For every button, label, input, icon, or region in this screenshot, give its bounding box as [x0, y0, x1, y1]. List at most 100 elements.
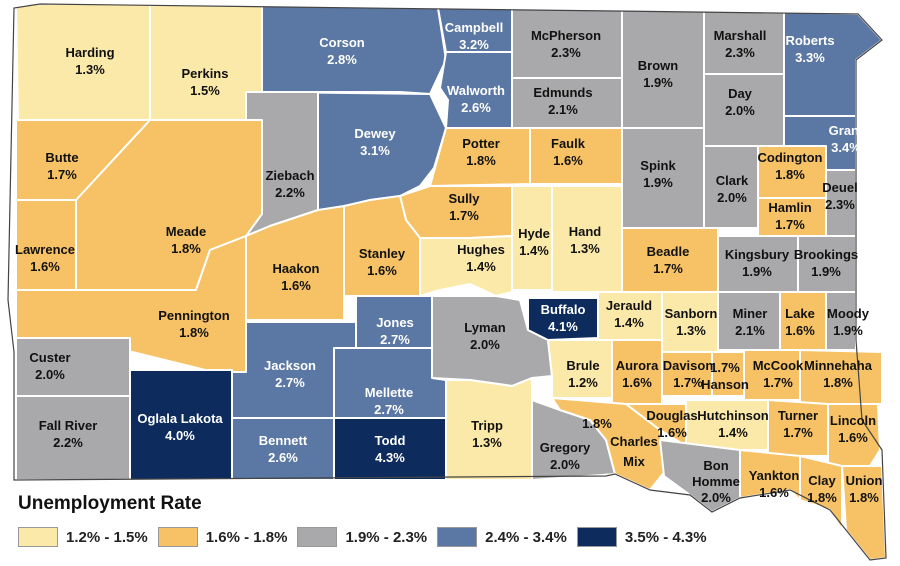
- county-label-turner-name: Turner: [778, 408, 818, 423]
- county-label-mcpherson-name: McPherson: [531, 28, 601, 43]
- county-label-faulk-rate: 1.6%: [553, 153, 583, 168]
- county-label-turner-rate: 1.7%: [783, 425, 813, 440]
- county-label-mellette-rate: 2.7%: [374, 402, 404, 417]
- county-hand: [551, 185, 623, 293]
- county-label-meade-rate: 1.8%: [171, 241, 201, 256]
- legend-label: 2.4% - 3.4%: [485, 528, 567, 546]
- county-label-day-name: Day: [728, 86, 753, 101]
- county-label-oglala-lakota-rate: 4.0%: [165, 428, 195, 443]
- county-label-ziebach-rate: 2.2%: [275, 185, 305, 200]
- county-label-jerauld-rate: 1.4%: [614, 315, 644, 330]
- county-label-lincoln-rate: 1.6%: [838, 430, 868, 445]
- county-minnehaha: [799, 349, 883, 405]
- county-label-edmunds-rate: 2.1%: [548, 102, 578, 117]
- county-label-buffalo-rate: 4.1%: [548, 319, 578, 334]
- county-label-lawrence-name: Lawrence: [15, 242, 75, 257]
- county-label-spink-name: Spink: [640, 158, 676, 173]
- county-label-pennington-name: Pennington: [158, 308, 230, 323]
- county-label-hanson-name: Hanson: [701, 377, 749, 392]
- county-label-minnehaha-rate: 1.8%: [823, 375, 853, 390]
- county-label-gregory-name: Gregory: [540, 440, 591, 455]
- county-label-dewey-name: Dewey: [354, 126, 396, 141]
- county-label-mcpherson-rate: 2.3%: [551, 45, 581, 60]
- county-label-harding-name: Harding: [65, 45, 114, 60]
- county-label-douglas-rate: 1.6%: [657, 425, 687, 440]
- county-label-deuel-rate: 2.3%: [825, 197, 855, 212]
- county-label-sully-rate: 1.7%: [449, 208, 479, 223]
- county-lincoln: [827, 403, 881, 467]
- county-label-walworth-rate: 2.6%: [461, 100, 491, 115]
- county-todd: [333, 417, 447, 481]
- county-label-spink-rate: 1.9%: [643, 175, 673, 190]
- county-label-codington-rate: 1.8%: [775, 167, 805, 182]
- legend-swatch: [437, 527, 478, 547]
- county-label-beadle-name: Beadle: [647, 244, 690, 259]
- county-label-charles-mix-name-1: Charles: [610, 434, 658, 449]
- county-label-mccook-name: McCook: [753, 358, 804, 373]
- county-label-meade-name: Meade: [166, 224, 206, 239]
- county-label-aurora-rate: 1.6%: [622, 375, 652, 390]
- county-label-hutchinson-name: Hutchinson: [697, 408, 769, 423]
- county-label-lake-rate: 1.6%: [785, 323, 815, 338]
- legend-label: 1.6% - 1.8%: [205, 528, 288, 546]
- county-label-douglas-name: Douglas: [646, 408, 697, 423]
- county-label-grant-rate: 3.4%: [831, 140, 861, 155]
- county-label-union-name: Union: [846, 473, 883, 488]
- county-label-todd-name: Todd: [375, 433, 406, 448]
- county-label-butte-name: Butte: [45, 150, 78, 165]
- county-label-tripp-name: Tripp: [471, 418, 503, 433]
- state-outline: [7, 3, 887, 561]
- county-label-perkins-rate: 1.5%: [190, 83, 220, 98]
- county-label-charles-mix-rate: 1.8%: [582, 416, 612, 431]
- county-label-hanson-rate: 1.7%: [710, 360, 740, 375]
- legend-label: 1.9% - 2.3%: [345, 528, 428, 546]
- county-label-lawrence-rate: 1.6%: [30, 259, 60, 274]
- county-label-hand-rate: 1.3%: [570, 241, 600, 256]
- county-label-clark-name: Clark: [716, 173, 749, 188]
- county-label-walworth-name: Walworth: [447, 83, 505, 98]
- county-label-union-rate: 1.8%: [849, 490, 879, 505]
- county-label-jones-name: Jones: [376, 315, 414, 330]
- county-label-campbell-name: Campbell: [445, 20, 504, 35]
- county-label-mccook-rate: 1.7%: [763, 375, 793, 390]
- county-bennett: [231, 417, 335, 481]
- legend-swatch: [18, 527, 58, 547]
- county-label-tripp-rate: 1.3%: [472, 435, 502, 450]
- county-yankton: [739, 449, 801, 501]
- county-label-fall-river-rate: 2.2%: [53, 435, 83, 450]
- legend-item: 1.9% - 2.3%: [297, 527, 427, 547]
- county-tripp: [445, 377, 533, 481]
- county-label-hughes-rate: 1.4%: [466, 259, 496, 274]
- county-label-campbell-rate: 3.2%: [459, 37, 489, 52]
- county-label-custer-rate: 2.0%: [35, 367, 65, 382]
- county-label-corson-name: Corson: [319, 35, 365, 50]
- county-label-pennington-rate: 1.8%: [179, 325, 209, 340]
- legend-item: 2.4% - 3.4%: [437, 527, 567, 547]
- legend-swatch: [297, 527, 338, 547]
- county-miner: [717, 291, 781, 351]
- county-label-stanley-rate: 1.6%: [367, 263, 397, 278]
- county-label-hamlin-rate: 1.7%: [775, 217, 805, 232]
- county-label-minnehaha-name: Minnehaha: [804, 358, 873, 373]
- county-label-brookings-name: Brookings: [794, 247, 858, 262]
- county-moody: [825, 291, 857, 351]
- legend-items: 1.2% - 1.5% 1.6% - 1.8% 1.9% - 2.3% 2.4% - …: [18, 527, 707, 547]
- county-label-jerauld-name: Jerauld: [606, 298, 652, 313]
- county-label-yankton-rate: 1.6%: [759, 485, 789, 500]
- legend-item: 1.2% - 1.5%: [18, 527, 148, 547]
- county-label-fall-river-name: Fall River: [39, 418, 98, 433]
- county-label-moody-name: Moody: [827, 306, 870, 321]
- county-label-charles-mix-name-2: Mix: [623, 454, 645, 469]
- county-label-hyde-name: Hyde: [518, 226, 550, 241]
- county-label-haakon-name: Haakon: [273, 261, 320, 276]
- county-label-jackson-rate: 2.7%: [275, 375, 305, 390]
- legend-swatch: [576, 527, 617, 547]
- county-label-jackson-name: Jackson: [264, 358, 316, 373]
- county-label-roberts-name: Roberts: [785, 33, 834, 48]
- county-lake: [779, 291, 827, 351]
- legend-item: 3.5% - 4.3%: [576, 527, 707, 547]
- county-label-hughes-name: Hughes: [457, 242, 505, 257]
- county-label-bennett-rate: 2.6%: [268, 450, 298, 465]
- county-label-harding-rate: 1.3%: [75, 62, 105, 77]
